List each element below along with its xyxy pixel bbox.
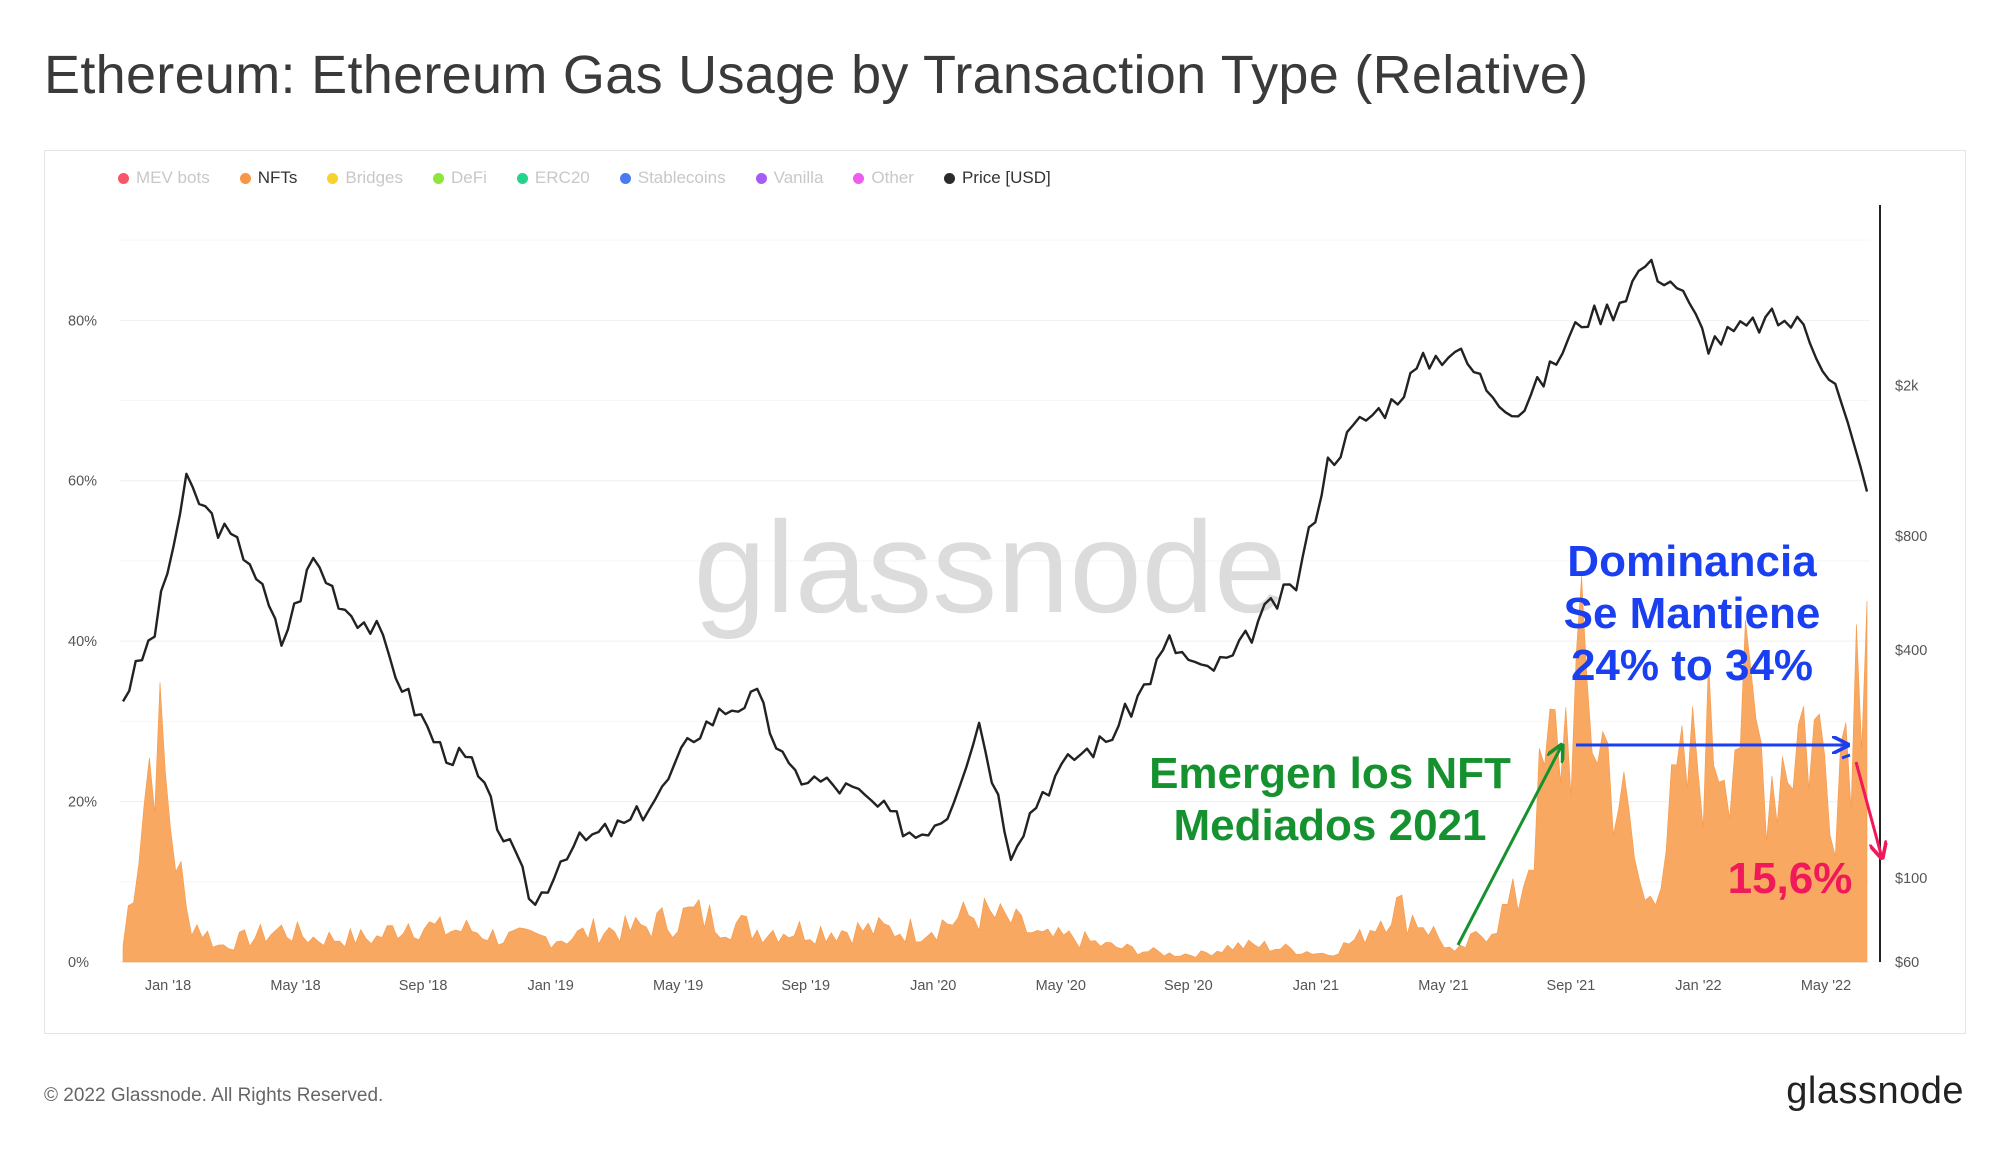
chart-frame <box>44 150 1966 1034</box>
red-arrow <box>1854 761 1882 858</box>
x-tick-label: May '18 <box>270 978 320 994</box>
x-tick-label: May '19 <box>653 978 703 994</box>
y-left-tick-label: 60% <box>68 474 97 490</box>
y-right-tick-label: $100 <box>1895 871 1927 887</box>
legend-dot <box>755 172 767 184</box>
legend-label: NFTs <box>257 168 298 187</box>
legend-label: DeFi <box>451 168 487 187</box>
x-tick-label: Sep '19 <box>781 978 830 994</box>
x-tick-label: May '22 <box>1801 978 1851 994</box>
legend-item-mev-bots[interactable]: MEV bots <box>118 168 210 188</box>
legend-item-stablecoins[interactable]: Stablecoins <box>619 168 726 188</box>
x-tick-label: Jan '22 <box>1675 978 1721 994</box>
x-tick-label: Sep '18 <box>399 978 448 994</box>
x-tick-label: Jan '18 <box>145 978 191 994</box>
price-line <box>121 258 1869 906</box>
legend-dot <box>433 172 445 184</box>
legend-dot <box>327 172 339 184</box>
y-right-tick-label: $2k <box>1895 379 1919 395</box>
legend-label: Price [USD] <box>961 168 1051 187</box>
legend: MEV bots NFTs Bridges DeFi ERC20 Stablec… <box>118 168 1051 188</box>
x-tick-label: Sep '21 <box>1547 978 1596 994</box>
legend-item-bridges[interactable]: Bridges <box>327 168 403 188</box>
legend-item-erc20[interactable]: ERC20 <box>516 168 590 188</box>
legend-label: Bridges <box>345 168 404 187</box>
y-left-tick-label: 40% <box>68 634 97 650</box>
legend-dot <box>239 172 251 184</box>
annotation-blue-1: Dominancia <box>1567 537 1817 586</box>
watermark: glassnode <box>694 494 1287 640</box>
legend-label: Stablecoins <box>637 168 726 187</box>
legend-item-price-usd[interactable]: Price [USD] <box>943 168 1051 188</box>
chart-title: Ethereum: Ethereum Gas Usage by Transact… <box>44 45 1589 105</box>
legend-item-vanilla[interactable]: Vanilla <box>755 168 824 188</box>
legend-dot <box>943 172 955 184</box>
legend-dot <box>118 172 129 184</box>
legend-dot <box>853 172 865 184</box>
legend-dot <box>516 172 528 184</box>
annotation-red: 15,6% <box>1728 854 1853 903</box>
legend-item-nfts[interactable]: NFTs <box>239 168 298 188</box>
nft-area <box>122 575 1868 963</box>
glassnode-logo: glassnode <box>1786 1070 1964 1112</box>
annotation-green-1: Emergen los NFT <box>1149 749 1511 798</box>
green-arrow <box>1456 745 1562 946</box>
legend-dot <box>619 172 631 184</box>
annotation-blue-2: Se Mantiene <box>1564 589 1821 638</box>
legend-label: ERC20 <box>534 168 590 187</box>
legend-label: MEV bots <box>136 168 210 187</box>
x-tick-label: Jan '19 <box>527 978 573 994</box>
copyright-footer: © 2022 Glassnode. All Rights Reserved. <box>44 1085 384 1106</box>
y-left-tick-label: 80% <box>68 313 97 329</box>
y-right-tick-label: $60 <box>1895 955 1919 971</box>
y-right-tick-label: $800 <box>1895 529 1927 545</box>
y-left-tick-label: 20% <box>68 795 97 811</box>
x-tick-label: Sep '20 <box>1164 978 1213 994</box>
y-right-tick-label: $400 <box>1895 643 1927 659</box>
blue-arrow-tail <box>1841 753 1851 760</box>
annotation-blue-3: 24% to 34% <box>1571 641 1813 690</box>
legend-label: Other <box>871 168 914 187</box>
annotation-green-2: Mediados 2021 <box>1173 801 1486 850</box>
y-left-tick-label: 0% <box>68 955 89 971</box>
x-tick-label: Jan '21 <box>1293 978 1339 994</box>
legend-item-defi[interactable]: DeFi <box>433 168 487 188</box>
x-tick-label: May '21 <box>1418 978 1468 994</box>
legend-item-other[interactable]: Other <box>853 168 914 188</box>
x-tick-label: Jan '20 <box>910 978 956 994</box>
x-tick-label: May '20 <box>1036 978 1086 994</box>
legend-label: Vanilla <box>773 168 824 187</box>
